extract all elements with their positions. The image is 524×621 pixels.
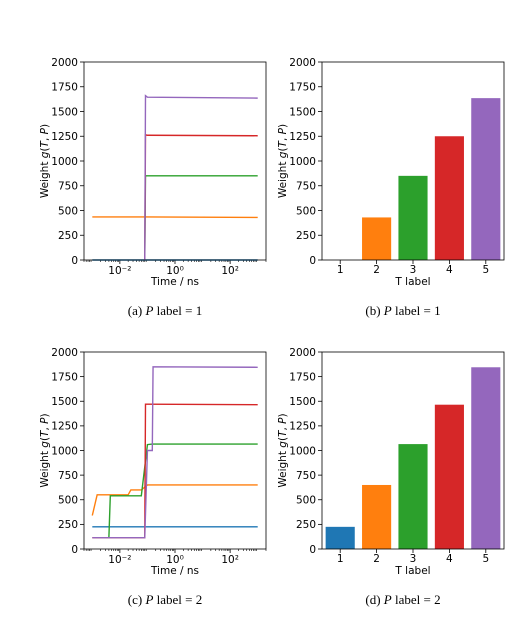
y-tick-label: 1750 [289, 371, 316, 383]
y-tick-label: 0 [71, 255, 78, 267]
y-tick-label: 500 [58, 205, 78, 217]
y-tick-label: 1500 [51, 396, 78, 408]
panel-caption: (a) P label = 1 [128, 303, 203, 318]
series-line-4 [92, 403, 258, 539]
bar-4 [434, 404, 464, 549]
x-tick-label: 10⁻² [108, 265, 131, 277]
x-tick-label: 4 [446, 264, 453, 276]
x-tick-label: 4 [446, 553, 453, 565]
x-tick-label: 10⁰ [166, 265, 184, 277]
y-tick-label: 1000 [289, 445, 316, 457]
y-tick-label: 1500 [289, 106, 316, 118]
y-tick-label: 2000 [289, 57, 316, 69]
y-tick-label: 250 [58, 519, 78, 531]
bar-5 [471, 367, 501, 549]
x-tick-label: 1 [337, 264, 344, 276]
x-tick-label: 10⁰ [166, 554, 184, 566]
panel-d-bar-chart: 0 250 500 750 1000 1250 1500 1750 2000 1 2 3 4 5 T lab… [277, 347, 505, 607]
y-tick-label: 750 [58, 470, 78, 482]
y-tick-label: 500 [58, 495, 78, 507]
y-axis-label: Weight g(T, P) [39, 124, 51, 198]
x-tick-label: 3 [410, 264, 417, 276]
bar-2 [362, 484, 392, 549]
x-tick-label: 2 [373, 553, 380, 565]
x-axis-label: Time / ns [150, 565, 199, 577]
y-tick-label: 1750 [51, 371, 78, 383]
y-tick-label: 500 [296, 205, 316, 217]
y-tick-label: 1250 [51, 421, 78, 433]
plot-frame [83, 351, 267, 550]
x-tick-label: 1 [337, 553, 344, 565]
y-tick-label: 1000 [51, 445, 78, 457]
bar-4 [434, 136, 464, 260]
x-tick-label: 3 [410, 553, 417, 565]
plot-frame [321, 351, 505, 550]
x-axis-label: T label [394, 565, 430, 577]
panel-c-line-chart: 0 250 500 750 1000 1250 1500 1750 2000 10⁻² 10⁰ 10²… [39, 347, 267, 607]
panel-a-line-chart: 0 250 500 750 1000 1250 1500 1750 2000 10⁻² 10⁰ 10²… [39, 57, 267, 318]
plot-frame [83, 61, 267, 261]
y-tick-label: 0 [309, 255, 316, 267]
x-tick-label: 5 [482, 264, 489, 276]
y-tick-label: 1500 [51, 106, 78, 118]
y-axis-label: Weight g(T, P) [277, 413, 289, 487]
x-tick-label: 2 [373, 264, 380, 276]
y-tick-label: 750 [296, 470, 316, 482]
y-tick-label: 750 [58, 181, 78, 193]
plot-frame [321, 61, 505, 261]
series-line-3 [108, 443, 258, 538]
series-line-5 [144, 94, 258, 261]
panel-caption: (d) P label = 2 [365, 592, 440, 607]
panel-caption: (b) P label = 1 [365, 303, 440, 318]
y-axis-label: Weight g(T, P) [277, 124, 289, 198]
y-tick-label: 250 [58, 230, 78, 242]
bar-1 [325, 526, 355, 549]
x-tick-label: 10² [221, 265, 239, 277]
x-axis-label: Time / ns [150, 276, 199, 288]
y-tick-label: 1750 [51, 82, 78, 94]
x-tick-label: 10² [221, 554, 239, 566]
series-line-2 [91, 484, 258, 516]
series-line-4 [144, 133, 258, 261]
bar-3 [398, 175, 428, 260]
y-tick-label: 0 [71, 544, 78, 556]
y-tick-label: 1250 [51, 131, 78, 143]
x-tick-label: 5 [482, 553, 489, 565]
y-tick-label: 0 [309, 544, 316, 556]
bar-5 [471, 98, 501, 260]
panel-b-bar-chart: 0 250 500 750 1000 1250 1500 1750 2000 1 2 3 4 5 T lab… [277, 57, 505, 318]
y-tick-label: 1250 [289, 421, 316, 433]
y-tick-label: 2000 [51, 57, 78, 69]
y-tick-label: 1000 [51, 156, 78, 168]
y-tick-label: 1500 [289, 396, 316, 408]
y-tick-label: 750 [296, 181, 316, 193]
y-tick-label: 1250 [289, 131, 316, 143]
bar-2 [362, 217, 392, 260]
y-tick-label: 250 [296, 519, 316, 531]
y-tick-label: 250 [296, 230, 316, 242]
bar-3 [398, 444, 428, 549]
y-tick-label: 1750 [289, 82, 316, 94]
series-line-5 [92, 366, 258, 539]
y-axis-label: Weight g(T, P) [39, 413, 51, 487]
y-tick-label: 2000 [51, 347, 78, 359]
y-tick-label: 1000 [289, 156, 316, 168]
y-tick-label: 2000 [289, 347, 316, 359]
y-tick-label: 500 [296, 495, 316, 507]
x-tick-label: 10⁻² [108, 554, 131, 566]
panel-caption: (c) P label = 2 [128, 592, 203, 607]
x-axis-label: T label [394, 276, 430, 288]
